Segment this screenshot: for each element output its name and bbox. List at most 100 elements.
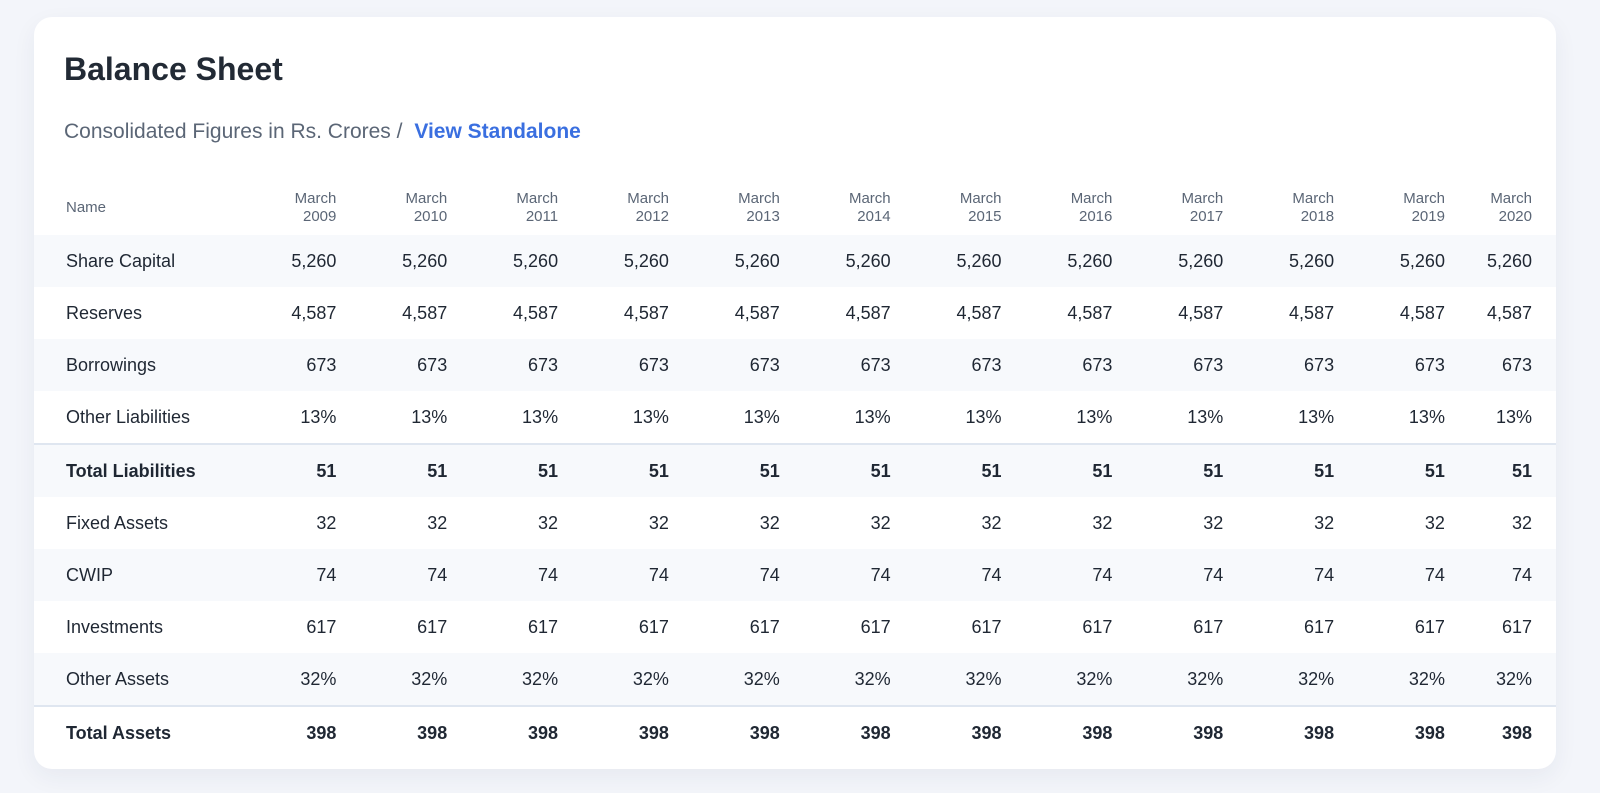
cell-value: 4,587 (734, 302, 780, 323)
cell-value: 398 (336, 705, 448, 759)
column-header-year: March 2014 (780, 181, 891, 235)
cell-value: 4,587 (402, 302, 448, 323)
cell-value: 32% (779, 653, 891, 706)
cell-value: 617 (749, 616, 780, 637)
column-month: March (959, 190, 1002, 207)
column-month: March (516, 190, 559, 207)
row-label: Other Liabilities (66, 406, 191, 427)
cell-value: 32% (1223, 653, 1335, 706)
cell-value: 398 (668, 705, 780, 759)
cell-value: 74 (668, 549, 780, 601)
column-month: March (294, 190, 337, 207)
cell-value: 32% (558, 653, 669, 706)
cell-value: 5,260 (890, 235, 1002, 287)
cell-value: 5,260 (779, 235, 891, 287)
column-header-year: March 2020 (1445, 181, 1556, 235)
cell-value: 74 (1223, 549, 1335, 601)
cell-value: 74 (225, 549, 337, 601)
column-year: 2015 (968, 208, 1002, 225)
table-row: Borrowings 673 673 673 673 673 673 673 673 673 673… (34, 339, 1556, 391)
cell-value: 4,587 (291, 302, 337, 323)
cell-value: 13% (632, 406, 669, 427)
cell-value: 13% (854, 406, 891, 427)
cell-value: 673 (1444, 339, 1556, 391)
view-standalone-link[interactable]: View Standalone (414, 120, 581, 143)
cell-value: 74 (779, 549, 891, 601)
column-year: 2014 (857, 208, 891, 225)
cell-value: 13% (743, 406, 780, 427)
cell-value: 673 (1001, 339, 1113, 391)
table-row: Total Assets 398 398 398 398 398 398 398 398 398 3… (34, 705, 1556, 759)
column-header-year: March 2017 (1112, 181, 1224, 235)
column-month: March (627, 190, 669, 207)
column-year: 2009 (302, 208, 337, 225)
cell-value: 32% (1334, 653, 1445, 706)
cell-value: 5,260 (1223, 235, 1335, 287)
cell-value: 673 (336, 339, 448, 391)
row-label: Reserves (66, 302, 143, 323)
cell-value: 51 (668, 443, 780, 497)
cell-value: 398 (558, 705, 669, 759)
table-body: Share Capital 5,260 5,260 5,260 5,260 5,260 5,… (34, 235, 1556, 759)
cell-value: 4,587 (1067, 302, 1113, 323)
cell-value: 13% (1187, 406, 1224, 427)
cell-value: 51 (1223, 443, 1335, 497)
cell-value: 4,587 (1486, 302, 1532, 323)
cell-value: 617 (971, 616, 1002, 637)
cell-value: 74 (447, 549, 559, 601)
cell-value: 13% (1408, 406, 1445, 427)
cell-value: 398 (225, 705, 337, 759)
cell-value: 51 (779, 443, 891, 497)
cell-value: 32 (1424, 512, 1445, 533)
column-year: 2018 (1300, 208, 1335, 225)
cell-value: 673 (558, 339, 669, 391)
cell-value: 398 (1223, 705, 1335, 759)
table-row: CWIP 74 74 74 74 74 74 74 74 74 74 74 74 (34, 549, 1556, 601)
cell-value: 32 (1314, 512, 1335, 533)
table-row: Fixed Assets 32 32 32 32 32 32 32 32 32 32 32 32 (34, 497, 1556, 549)
row-label: CWIP (34, 549, 226, 601)
cell-value: 51 (225, 443, 337, 497)
cell-value: 32% (447, 653, 559, 706)
cell-value: 4,587 (956, 302, 1002, 323)
cell-value: 51 (1112, 443, 1224, 497)
cell-value: 4,587 (623, 302, 669, 323)
column-month: March (738, 190, 780, 207)
column-header-year: March 2015 (891, 181, 1002, 235)
cell-value: 13% (522, 406, 559, 427)
column-month: March (1070, 190, 1113, 207)
column-header-year: March 2018 (1223, 181, 1334, 235)
cell-value: 398 (1444, 705, 1556, 759)
balance-sheet-card: Balance Sheet Consolidated Figures in Rs… (34, 17, 1556, 769)
column-year: 2012 (635, 208, 669, 225)
cell-value: 398 (1112, 705, 1224, 759)
cell-value: 617 (1304, 616, 1335, 637)
table-row: Reserves 4,587 4,587 4,587 4,587 4,587 4,587 4,… (34, 287, 1556, 339)
cell-value: 5,260 (668, 235, 780, 287)
page-title: Balance Sheet (64, 51, 283, 87)
cell-value: 74 (558, 549, 669, 601)
cell-value: 5,260 (336, 235, 448, 287)
cell-value: 32% (890, 653, 1002, 706)
cell-value: 617 (417, 616, 448, 637)
column-header-year: March 2011 (447, 181, 558, 235)
cell-value: 13% (411, 406, 448, 427)
cell-value: 32 (981, 512, 1002, 533)
column-month: March (1490, 190, 1532, 207)
cell-value: 32 (538, 512, 559, 533)
column-year: 2013 (746, 208, 780, 225)
column-year: 2010 (413, 208, 448, 225)
column-year: 2019 (1411, 208, 1445, 225)
cell-value: 4,587 (1178, 302, 1224, 323)
cell-value: 673 (225, 339, 337, 391)
cell-value: 13% (300, 406, 337, 427)
cell-value: 32 (1203, 512, 1224, 533)
column-header-year: March 2016 (1002, 181, 1113, 235)
cell-value: 51 (336, 443, 448, 497)
row-label: Total Liabilities (34, 443, 226, 497)
cell-value: 617 (528, 616, 559, 637)
table-row: Other Liabilities 13% 13% 13% 13% 13% 13% 13% 13… (34, 391, 1556, 444)
cell-value: 13% (1495, 406, 1532, 427)
cell-value: 51 (447, 443, 559, 497)
cell-value: 4,587 (845, 302, 891, 323)
